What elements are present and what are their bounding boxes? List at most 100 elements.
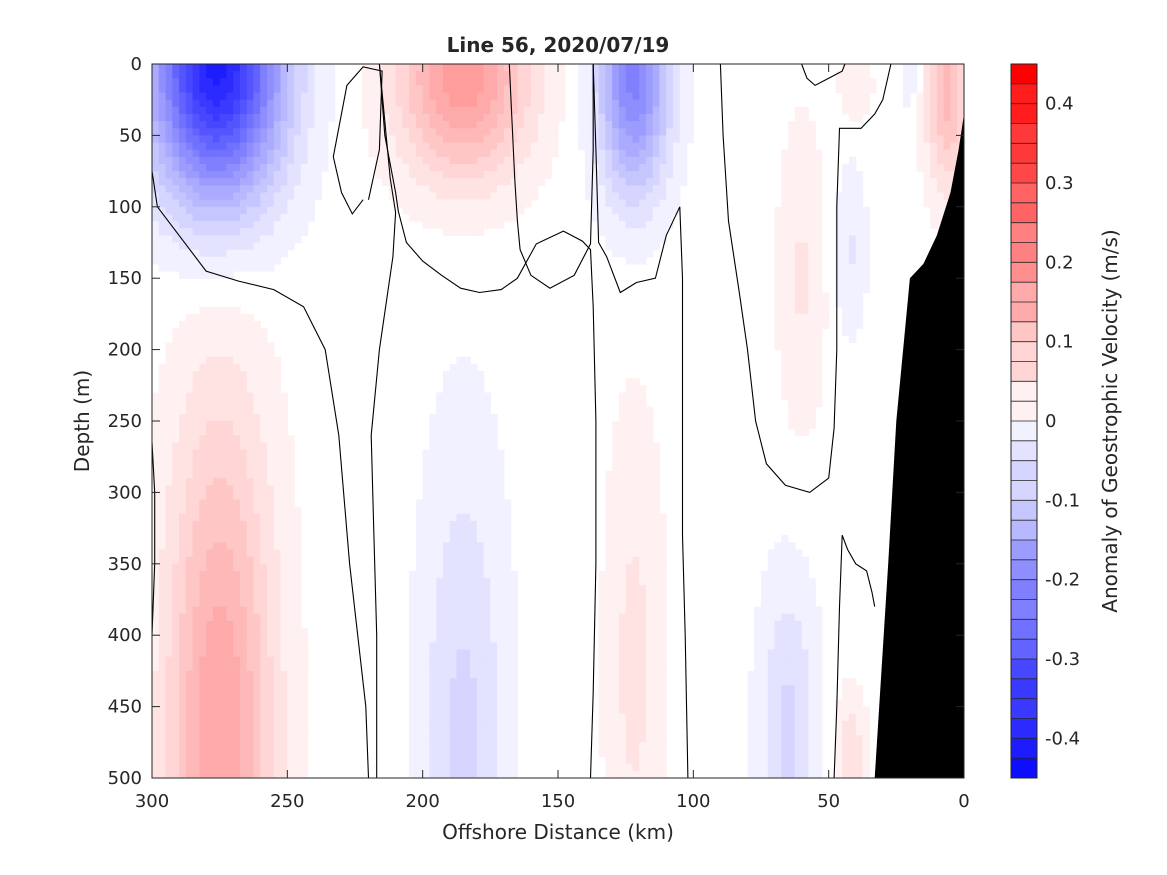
field-cell — [625, 449, 634, 458]
field-cell — [625, 392, 634, 401]
field-cell — [436, 135, 444, 144]
field-cell — [517, 121, 525, 129]
field-cell — [388, 64, 397, 72]
field-cell — [774, 749, 782, 758]
field-cell — [503, 706, 512, 715]
field-cell — [260, 470, 268, 479]
field-cell — [510, 106, 518, 115]
field-cell — [476, 163, 485, 172]
field-cell — [442, 413, 451, 422]
field-cell — [422, 221, 431, 229]
field-cell — [246, 592, 255, 601]
field-cell — [483, 720, 491, 729]
field-cell — [185, 321, 194, 329]
field-cell — [679, 85, 688, 94]
field-cell — [639, 449, 647, 458]
field-cell — [442, 392, 451, 401]
field-cell — [815, 235, 823, 244]
field-cell — [544, 92, 552, 101]
field-cell — [815, 685, 823, 693]
field-cell — [382, 171, 390, 179]
field-cell — [612, 113, 620, 122]
field-cell — [219, 249, 228, 258]
field-cell — [449, 635, 458, 643]
field-cell — [815, 371, 823, 379]
field-cell — [280, 556, 288, 565]
field-cell — [470, 442, 478, 451]
field-cell — [639, 570, 647, 579]
field-cell — [402, 128, 410, 136]
field-cell — [172, 442, 180, 451]
field-cell — [470, 399, 478, 408]
field-cell — [260, 706, 268, 715]
field-cell — [165, 213, 173, 222]
field-cell — [253, 385, 261, 394]
field-cell — [429, 699, 437, 708]
field-cell — [300, 628, 309, 636]
field-cell — [781, 599, 789, 608]
field-cell — [652, 478, 661, 486]
field-cell — [199, 706, 207, 715]
field-cell — [429, 535, 437, 543]
field-cell — [422, 528, 431, 536]
field-cell — [429, 713, 437, 722]
field-cell — [449, 228, 458, 236]
field-cell — [490, 71, 498, 79]
field-cell — [476, 670, 485, 679]
field-cell — [463, 449, 471, 458]
field-cell — [172, 663, 180, 672]
field-cell — [388, 178, 397, 186]
field-cell — [632, 235, 640, 244]
field-cell — [456, 149, 464, 158]
field-cell — [267, 199, 275, 208]
field-cell — [530, 71, 539, 79]
field-cell — [503, 199, 512, 208]
field-cell — [233, 520, 241, 529]
field-cell — [239, 178, 248, 186]
field-cell — [659, 135, 667, 144]
field-cell — [382, 121, 390, 129]
field-cell — [233, 528, 241, 536]
field-cell — [808, 635, 816, 643]
field-cell — [618, 485, 627, 493]
field-cell — [395, 178, 403, 186]
field-cell — [179, 735, 187, 743]
field-cell — [212, 649, 221, 658]
field-cell — [267, 770, 275, 778]
field-cell — [253, 135, 261, 144]
field-cell — [470, 64, 478, 72]
field-cell — [300, 221, 309, 229]
field-cell — [280, 192, 288, 201]
field-cell — [476, 99, 485, 108]
field-cell — [199, 78, 207, 87]
field-cell — [267, 256, 275, 265]
field-cell — [253, 435, 261, 444]
field-cell — [172, 470, 180, 479]
field-cell — [199, 149, 207, 158]
field-cell — [490, 428, 498, 436]
field-cell — [219, 449, 228, 458]
field-cell — [226, 478, 234, 486]
field-cell — [206, 335, 214, 344]
field-cell — [585, 106, 593, 115]
field-cell — [246, 463, 255, 472]
field-cell — [788, 728, 796, 736]
field-cell — [233, 363, 241, 372]
field-cell — [402, 135, 410, 144]
field-cell — [246, 642, 255, 651]
field-cell — [192, 463, 200, 472]
field-cell — [442, 142, 451, 151]
field-cell — [463, 228, 471, 236]
field-cell — [226, 699, 234, 708]
field-cell — [280, 492, 288, 501]
field-cell — [591, 199, 600, 208]
field-cell — [199, 321, 207, 329]
field-cell — [618, 706, 627, 715]
field-cell — [618, 770, 627, 778]
field-cell — [192, 620, 200, 629]
field-cell — [185, 328, 194, 336]
field-cell — [219, 592, 228, 601]
field-cell — [273, 171, 282, 179]
field-cell — [449, 556, 458, 565]
field-cell — [483, 649, 491, 658]
